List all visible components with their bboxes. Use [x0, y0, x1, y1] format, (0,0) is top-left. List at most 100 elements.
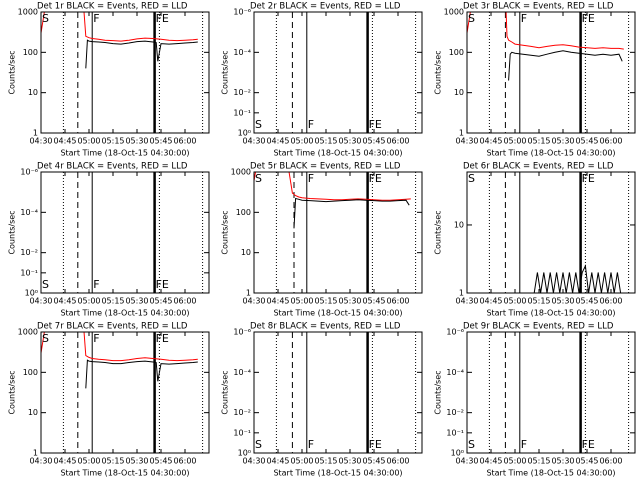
- x-axis-label: Start Time (18-Oct-15 04:30:00): [486, 149, 615, 158]
- x-tick-label: 04:45: [479, 297, 502, 306]
- series-line: [533, 264, 622, 293]
- panel: Det 8r BLACK = Events, RED = LLD Start Ti…: [221, 322, 423, 478]
- y-axis-label: Counts/sec: [221, 50, 230, 94]
- panel-title: Det 2r BLACK = Events, RED = LLD: [250, 2, 401, 12]
- x-tick-label: 04:45: [53, 457, 76, 466]
- x-tick-label: 05:45: [149, 297, 172, 306]
- y-tick-label: 1000: [444, 8, 464, 17]
- x-tick-label: 05:45: [575, 297, 598, 306]
- marker-label: F: [93, 278, 99, 291]
- y-tick-label: 10⁻⁴: [233, 368, 251, 377]
- marker-label: S: [42, 12, 49, 25]
- x-tick-label: 04:30: [242, 137, 265, 146]
- y-tick-label: 10⁻¹: [446, 428, 464, 437]
- plot-frame: [253, 171, 423, 294]
- marker-label: F: [308, 118, 314, 131]
- x-tick-label: 06:00: [599, 457, 622, 466]
- x-tick-label: 05:15: [101, 297, 124, 306]
- plot-area: [254, 172, 417, 293]
- y-tick-label: 1: [459, 289, 464, 298]
- plot-area: [41, 332, 204, 453]
- x-tick-label: 05:15: [314, 137, 337, 146]
- plot-area: [467, 332, 630, 453]
- y-tick-label: 10⁰: [238, 129, 251, 138]
- marker-label: S: [42, 278, 49, 291]
- y-axis-label: Counts/sec: [221, 210, 230, 254]
- series-line: [467, 12, 624, 50]
- marker-label: S: [468, 438, 475, 451]
- y-tick-label: 100: [23, 368, 38, 377]
- x-tick-label: 05:15: [527, 297, 550, 306]
- x-axis-label: Start Time (18-Oct-15 04:30:00): [60, 469, 189, 478]
- x-tick-label: 05:30: [338, 297, 361, 306]
- x-tick-label: 04:45: [479, 457, 502, 466]
- series-line: [41, 332, 198, 362]
- marker-label: F: [308, 172, 314, 185]
- y-tick-label: 10⁻¹: [233, 108, 251, 117]
- y-tick-label: 1: [33, 449, 38, 458]
- series-line: [254, 172, 411, 201]
- x-tick-label: 05:00: [503, 297, 526, 306]
- x-tick-label: 05:15: [101, 457, 124, 466]
- panel: Det 6r BLACK = Events, RED = LLD Start Ti…: [434, 162, 636, 318]
- x-tick-label: 05:15: [527, 457, 550, 466]
- x-tick-label: 05:45: [362, 297, 385, 306]
- x-tick-label: 06:00: [173, 137, 196, 146]
- y-axis-label: Counts/sec: [434, 210, 443, 254]
- x-tick-label: 04:45: [266, 297, 289, 306]
- y-axis-label: Counts/sec: [8, 210, 17, 254]
- x-tick-label: 05:30: [551, 297, 574, 306]
- x-tick-label: 05:00: [290, 297, 313, 306]
- x-tick-label: 05:00: [77, 297, 100, 306]
- x-tick-label: 06:00: [386, 137, 409, 146]
- y-tick-label: 10: [241, 248, 251, 257]
- y-tick-label: 10⁻⁶: [233, 8, 251, 17]
- x-tick-label: 05:15: [101, 137, 124, 146]
- y-tick-label: 10⁻²: [20, 248, 38, 257]
- y-tick-label: 10⁻⁴: [233, 48, 251, 57]
- x-tick-label: 05:45: [575, 457, 598, 466]
- plot-frame: [466, 331, 636, 454]
- x-tick-label: 05:30: [338, 457, 361, 466]
- y-tick-label: 10⁻⁴: [446, 368, 464, 377]
- marker-label: F: [521, 438, 527, 451]
- y-tick-label: 10⁻¹: [233, 428, 251, 437]
- x-tick-label: 05:30: [338, 137, 361, 146]
- x-tick-label: 04:45: [266, 137, 289, 146]
- series-line: [293, 197, 410, 229]
- y-axis-label: Counts/sec: [434, 50, 443, 94]
- x-tick-label: 06:00: [386, 457, 409, 466]
- y-tick-label: 1: [459, 129, 464, 138]
- marker-label: S: [255, 172, 262, 185]
- marker-label: FE: [582, 438, 595, 451]
- y-tick-label: 10⁻⁴: [20, 208, 38, 217]
- x-axis-label: Start Time (18-Oct-15 04:30:00): [60, 149, 189, 158]
- y-axis-label: Counts/sec: [221, 370, 230, 414]
- panel: Det 1r BLACK = Events, RED = LLD Start Ti…: [8, 2, 210, 158]
- x-tick-label: 05:45: [575, 137, 598, 146]
- x-tick-label: 05:15: [314, 457, 337, 466]
- series-line: [85, 39, 198, 69]
- y-tick-label: 10⁻⁶: [233, 328, 251, 337]
- x-tick-label: 04:30: [29, 457, 52, 466]
- plot-area: [41, 172, 204, 293]
- marker-label: FE: [582, 172, 595, 185]
- x-axis-label: Start Time (18-Oct-15 04:30:00): [273, 309, 402, 318]
- marker-label: F: [308, 438, 314, 451]
- y-tick-label: 10: [28, 88, 38, 97]
- y-tick-label: 100: [236, 208, 251, 217]
- y-tick-label: 1000: [231, 168, 251, 177]
- panel-title: Det 5r BLACK = Events, RED = LLD: [250, 162, 401, 172]
- plot-frame: [466, 171, 636, 294]
- series-line: [85, 359, 198, 389]
- marker-label: S: [468, 172, 475, 185]
- y-tick-label: 10⁻²: [233, 408, 251, 417]
- x-axis-label: Start Time (18-Oct-15 04:30:00): [486, 469, 615, 478]
- x-tick-label: 04:45: [479, 137, 502, 146]
- x-tick-label: 04:30: [29, 137, 52, 146]
- x-tick-label: 05:00: [290, 137, 313, 146]
- x-tick-label: 04:45: [53, 297, 76, 306]
- panel: Det 4r BLACK = Events, RED = LLD Start Ti…: [8, 162, 210, 318]
- y-tick-label: 10⁰: [238, 449, 251, 458]
- marker-label: FE: [582, 12, 595, 25]
